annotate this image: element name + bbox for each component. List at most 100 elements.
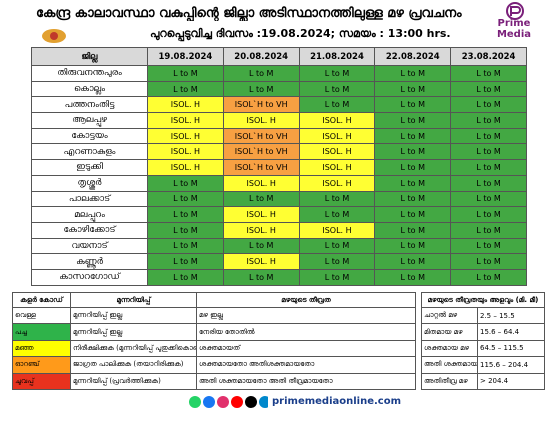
social-icons bbox=[189, 396, 268, 408]
district: കാസറഗോഡ് bbox=[31, 268, 148, 286]
forecast-cell: L to M bbox=[147, 253, 224, 270]
forecast-cell: L to M bbox=[374, 80, 452, 98]
emblem bbox=[42, 29, 66, 43]
forecast-cell: L to M bbox=[374, 206, 452, 223]
forecast-cell: L to M bbox=[450, 127, 527, 145]
column-header: ജില്ല bbox=[31, 47, 148, 66]
forecast-cell: L to M bbox=[450, 80, 527, 98]
forecast-cell: L to M bbox=[222, 65, 300, 82]
forecast-cell: L to M bbox=[450, 268, 527, 286]
legend-row: മഞ്ഞ നിരീക്ഷിക്കുക (മുന്നറിയിപ്പ് പുതുക്ക… bbox=[12, 339, 416, 358]
forecast-cell: L to M bbox=[298, 96, 376, 114]
forecast-cell: L to M bbox=[374, 268, 452, 286]
rainfall-title: മഴയുടെ തീവ്രതയും അളവും (മി. മീ) bbox=[421, 292, 545, 308]
forecast-cell: ISOL`H to VH bbox=[222, 159, 300, 176]
forecast-cell: L to M bbox=[374, 221, 452, 239]
forecast-cell: ISOL. H bbox=[298, 127, 376, 145]
color-name: പച്ച bbox=[12, 323, 71, 341]
forecast-cell: L to M bbox=[450, 253, 527, 270]
rainfall-name: അതിതീവ്ര മഴ bbox=[421, 372, 478, 390]
warning: ജാഗ്രത പാലിക്കുക (തയാറിരിക്കുക) bbox=[70, 356, 197, 374]
warning: മുന്നറിയിപ്പ് (പ്രവർത്തിക്കുക) bbox=[70, 372, 197, 390]
forecast-cell: L to M bbox=[147, 237, 224, 255]
forecast-cell: L to M bbox=[450, 174, 527, 192]
rainfall-name: മിതമായ മഴ bbox=[421, 323, 478, 341]
forecast-cell: ISOL. H bbox=[222, 174, 300, 192]
rainfall-row: ചാറ്റൽ മഴ 2.5 – 15.5 bbox=[421, 306, 545, 325]
color-name: ഓറഞ്ച് bbox=[12, 356, 71, 374]
district: ആലപ്പുഴ bbox=[31, 112, 148, 129]
color-name: മഞ്ഞ bbox=[12, 339, 71, 358]
forecast-cell: L to M bbox=[450, 143, 527, 161]
forecast-cell: ISOL. H bbox=[298, 143, 376, 161]
district: പത്തനംതിട്ട bbox=[31, 96, 148, 114]
forecast-cell: ISOL. H bbox=[222, 206, 300, 223]
header-row: കളർ കോഡ് മുന്നറിയിപ്പ് മഴയുടെ തീവ്രത bbox=[12, 292, 416, 308]
warning: മുന്നറിയിപ്പ് ഇല്ല bbox=[70, 323, 197, 341]
rainfall-row: മിതമായ മഴ 15.6 – 64.4 bbox=[421, 323, 545, 341]
column-header: 20.08.2024 bbox=[222, 47, 300, 66]
forecast-cell: ISOL. H bbox=[298, 174, 376, 192]
forecast-cell: ISOL. H bbox=[147, 112, 224, 129]
forecast-table: ജില്ല 19.08.2024 20.08.2024 21.08.2024 22.08… bbox=[31, 47, 527, 286]
forecast-cell: L to M bbox=[298, 237, 376, 255]
logo-icon bbox=[506, 2, 524, 20]
forecast-cell: ISOL. H bbox=[298, 221, 376, 239]
forecast-cell: L to M bbox=[374, 253, 452, 270]
column-header: 23.08.2024 bbox=[450, 47, 527, 66]
forecast-cell: L to M bbox=[147, 65, 224, 82]
intensity: മഴ ഇല്ല bbox=[196, 306, 416, 325]
column-header: കളർ കോഡ് bbox=[12, 292, 71, 308]
forecast-cell: L to M bbox=[374, 127, 452, 145]
forecast-cell: L to M bbox=[450, 221, 527, 239]
forecast-cell: L to M bbox=[374, 112, 452, 129]
rainfall-row: അതിതീവ്ര മഴ > 204.4 bbox=[421, 372, 545, 390]
forecast-cell: ISOL. H bbox=[147, 127, 224, 145]
column-header: മുന്നറിയിപ്പ് bbox=[70, 292, 197, 308]
rainfall-name: ചാറ്റൽ മഴ bbox=[421, 306, 478, 325]
district: മലപ്പുറം bbox=[31, 206, 148, 223]
rainfall-range: 64.5 – 115.5 bbox=[477, 339, 545, 358]
legend-row: ഓറഞ്ച് ജാഗ്രത പാലിക്കുക (തയാറിരിക്കുക) ശക്… bbox=[12, 356, 416, 374]
rainfall-row: ശക്തമായ മഴ 64.5 – 115.5 bbox=[421, 339, 545, 358]
color-name: വെള്ള bbox=[12, 306, 71, 325]
forecast-cell: ISOL`H to VH bbox=[222, 127, 300, 145]
forecast-cell: L to M bbox=[147, 268, 224, 286]
forecast-cell: L to M bbox=[374, 143, 452, 161]
forecast-cell: L to M bbox=[374, 190, 452, 208]
rainfall-name: ശക്തമായ മഴ bbox=[421, 339, 478, 358]
forecast-cell: L to M bbox=[222, 237, 300, 255]
column-header: മഴയുടെ തീവ്രത bbox=[196, 292, 416, 308]
forecast-cell: ISOL. H bbox=[222, 253, 300, 270]
rainfall-range: > 204.4 bbox=[477, 372, 545, 390]
legend-row: ചുവപ്പ് മുന്നറിയിപ്പ് (പ്രവർത്തിക്കുക) അതി… bbox=[12, 372, 416, 390]
forecast-cell: L to M bbox=[450, 112, 527, 129]
forecast-cell: ISOL`H to VH bbox=[222, 96, 300, 114]
intensity: അതി ശക്തമായതോ അതി തീവ്രമായതോ bbox=[196, 372, 416, 390]
column-header: 19.08.2024 bbox=[147, 47, 224, 66]
column-header: 22.08.2024 bbox=[374, 47, 452, 66]
forecast-cell: L to M bbox=[450, 190, 527, 208]
warning: മുന്നറിയിപ്പ് ഇല്ല bbox=[70, 306, 197, 325]
district: കോഴിക്കോട് bbox=[31, 221, 148, 239]
forecast-cell: L to M bbox=[374, 237, 452, 255]
forecast-cell: ISOL. H bbox=[222, 112, 300, 129]
legend-table: കളർ കോഡ് മുന്നറിയിപ്പ് മഴയുടെ തീവ്രത വെള്ള മ… bbox=[12, 292, 416, 390]
warning: നിരീക്ഷിക്കുക (മുന്നറിയിപ്പ് പുതുക്കികൊണ… bbox=[70, 339, 197, 358]
forecast-cell: L to M bbox=[298, 206, 376, 223]
forecast-cell: ISOL. H bbox=[222, 221, 300, 239]
rainfall-table: മഴയുടെ തീവ്രതയും അളവും (മി. മീ) ചാറ്റൽ മഴ… bbox=[421, 292, 545, 390]
district: കണ്ണൂർ bbox=[31, 253, 148, 270]
district: തൃശ്ശൂർ bbox=[31, 174, 148, 192]
subtitle: പുറപ്പെടുവിച്ച ദിവസം :19.08.2024; സമയം :… bbox=[150, 27, 451, 40]
forecast-cell: L to M bbox=[450, 237, 527, 255]
intensity: ശക്തമായത് bbox=[196, 339, 416, 358]
district: വയനാട് bbox=[31, 237, 148, 255]
